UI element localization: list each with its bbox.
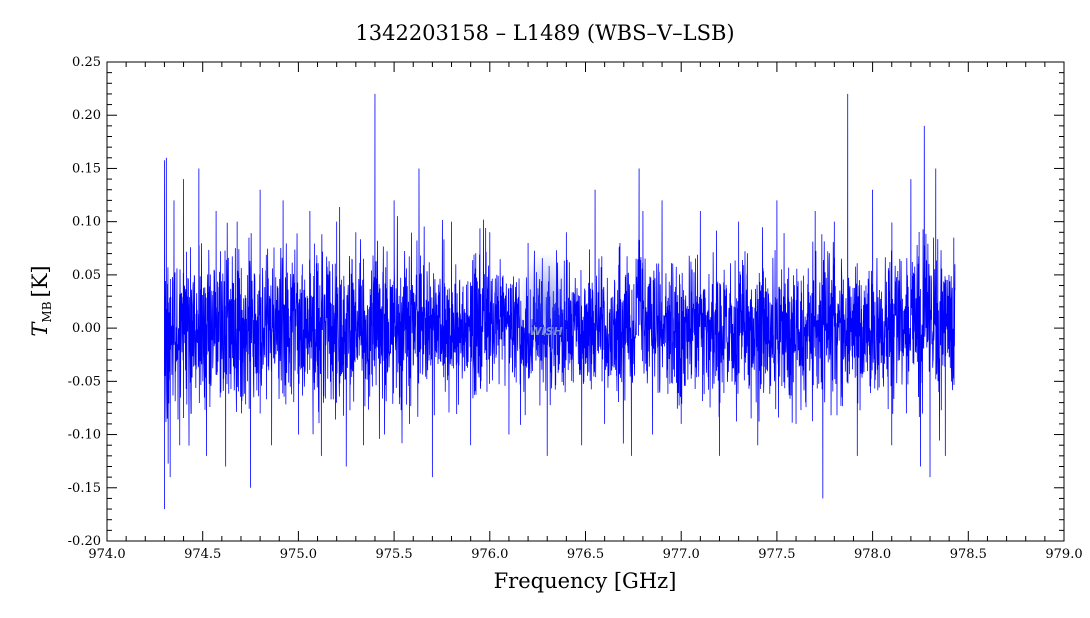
y-tick-label: -0.20 (68, 534, 101, 549)
x-tick-label: 979.0 (1045, 547, 1082, 562)
x-tick-label: 976.5 (567, 547, 604, 562)
y-tick-label: -0.05 (68, 374, 101, 389)
y-axis: -0.20 -0.15 -0.10 -0.05 0.00 0.05 0.10 0.15 0.20… (68, 55, 1064, 549)
x-axis: 974.0 974.5 975.0 975.5 976.0 976.5 977.0 977.5… (88, 62, 1083, 562)
x-tick-label: 977.5 (758, 547, 795, 562)
y-tick-label: 0.05 (72, 268, 101, 283)
x-tick-label: 974.5 (184, 547, 221, 562)
y-tick-label: 0.10 (72, 215, 101, 230)
svg-text:TMB[K]: TMB [K] (28, 265, 54, 336)
wish-watermark: WISH (518, 253, 574, 363)
y-tick-label: 0.20 (72, 108, 101, 123)
y-tick-label: -0.10 (68, 428, 101, 443)
x-tick-label: 976.0 (471, 547, 508, 562)
y-tick-label: -0.15 (68, 481, 101, 496)
x-tick-label: 975.0 (280, 547, 317, 562)
y-tick-label: 0.00 (72, 321, 101, 336)
y-axis-label-main: T (28, 321, 52, 337)
y-tick-label: 0.25 (72, 55, 101, 70)
x-tick-label: 975.5 (375, 547, 412, 562)
y-tick-label: 0.15 (72, 161, 101, 176)
y-axis-label-sub: MB (40, 301, 54, 322)
y-axis-label-unit: [K] (28, 265, 52, 297)
chart-title: 1342203158 – L1489 (WBS–V–LSB) (355, 21, 734, 45)
x-axis-label: Frequency [GHz] (494, 569, 677, 593)
watermark-label: WISH (529, 325, 562, 338)
x-tick-label: 974.0 (88, 547, 125, 562)
y-axis-label: TMB [K] (28, 265, 54, 336)
x-tick-label: 978.5 (950, 547, 987, 562)
x-tick-label: 978.0 (854, 547, 891, 562)
x-tick-label: 977.0 (663, 547, 700, 562)
